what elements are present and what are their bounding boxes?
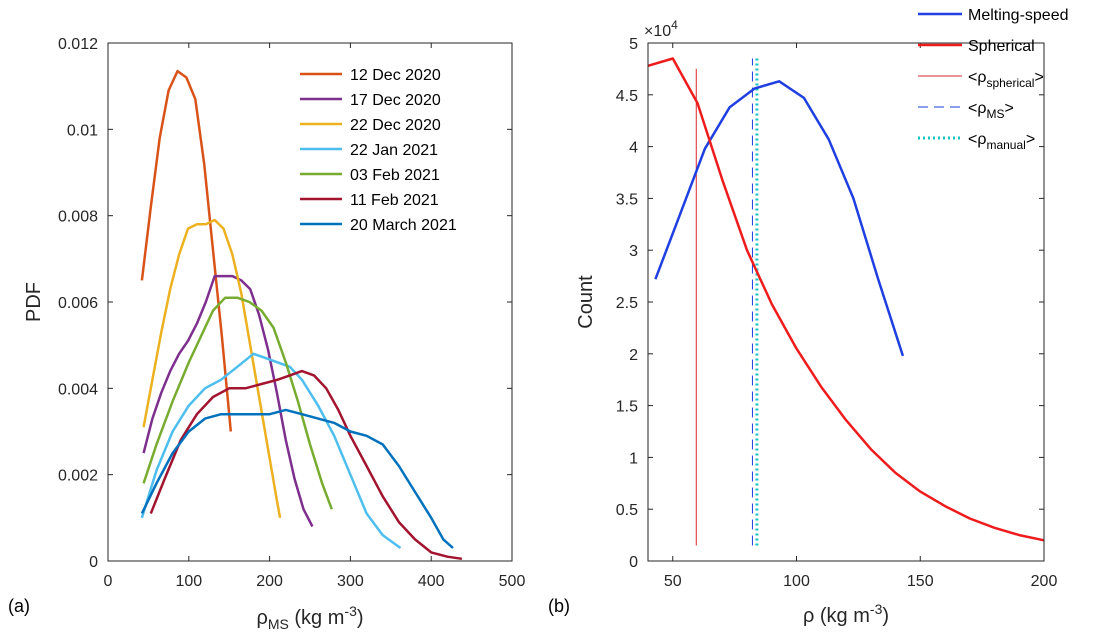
x-tick-label: 150 (907, 573, 934, 590)
series-line-12-dec-2020 (140, 69, 233, 432)
y-tick-label: 0.01 (67, 122, 98, 139)
series-line-spherical (647, 57, 1045, 542)
legend-label: 20 March 2021 (350, 217, 457, 234)
x-tick-label: 300 (337, 573, 364, 590)
x-tick-label: 200 (256, 573, 283, 590)
panel-b-label: (b) (548, 596, 570, 616)
x-tick-label: 100 (783, 573, 810, 590)
legend-label: 22 Dec 2020 (350, 117, 441, 134)
legend-label: 22 Jan 2021 (350, 142, 438, 159)
legend-label: 11 Feb 2021 (350, 192, 439, 209)
y-tick-label: 2 (629, 347, 638, 364)
legend-label: 12 Dec 2020 (350, 67, 441, 84)
legend-label: 03 Feb 2021 (350, 167, 440, 184)
legend-label: 17 Dec 2020 (350, 92, 441, 109)
y-tick-label: 0.004 (58, 381, 98, 398)
panel-a: 0 100 200 300 400 500 0 0.002 0.004 0.006 0.008 0.0… (8, 36, 525, 632)
panel-a-y-axis-label: PDF (23, 282, 45, 322)
x-tick-label: 100 (175, 573, 202, 590)
panel-a-label: (a) (8, 596, 30, 616)
series-line-03-feb-2021 (142, 296, 333, 510)
y-tick-label: 0.5 (616, 502, 638, 519)
series-line-22-dec-2020 (142, 218, 282, 519)
y-tick-label: 0.012 (58, 36, 98, 53)
legend-label: Melting-speed (968, 7, 1069, 24)
panel-b-legend: Melting-speed Spherical <ρspherical> <ρMS> <… (918, 7, 1069, 152)
y-tick-label: 1 (629, 450, 638, 467)
y-tick-label: 0.002 (58, 468, 98, 485)
x-tick-label: 0 (104, 573, 113, 590)
x-tick-label: 400 (418, 573, 445, 590)
legend-label: <ρspherical> (968, 69, 1044, 90)
y-tick-label: 4.5 (616, 88, 638, 105)
legend-label: <ρmanual> (968, 131, 1035, 152)
x-tick-label: 500 (499, 573, 526, 590)
panel-b-y-axis-label: Count (575, 275, 597, 329)
y-tick-label: 5 (629, 36, 638, 53)
panel-a-x-axis-label: ρMS (kg m-3) (256, 603, 363, 632)
legend-label: <ρMS> (968, 100, 1014, 121)
series-line-22-jan-2021 (140, 352, 402, 550)
panel-b-x-axis-label: ρ (kg m-3) (803, 601, 889, 627)
y-tick-label: 0.008 (58, 209, 98, 226)
panel-b-y-multiplier: ×104 (644, 18, 678, 40)
legend-label: Spherical (968, 38, 1035, 55)
series-line-11-feb-2021 (149, 369, 463, 561)
y-tick-label: 3.5 (616, 191, 638, 208)
y-tick-label: 0 (89, 554, 98, 571)
y-tick-label: 1.5 (616, 399, 638, 416)
y-tick-label: 3 (629, 243, 638, 260)
y-tick-label: 4 (629, 140, 638, 157)
y-tick-label: 0 (629, 554, 638, 571)
x-tick-label: 50 (664, 573, 682, 590)
panel-b: 50 100 150 200 0 0.5 1 1.5 2 2.5 3 3.5 4 4.5 5 ×104 Co… (548, 7, 1069, 627)
series-line-20-march-2021 (140, 408, 454, 549)
panel-a-legend: 12 Dec 2020 17 Dec 2020 22 Dec 2020 22 Jan … (300, 67, 457, 234)
panel-b-plot-frame (647, 42, 1045, 562)
series-line-melting-speed (654, 80, 905, 357)
x-tick-label: 200 (1031, 573, 1058, 590)
y-tick-label: 2.5 (616, 295, 638, 312)
series-line-17-dec-2020 (142, 274, 314, 528)
y-tick-label: 0.006 (58, 295, 98, 312)
